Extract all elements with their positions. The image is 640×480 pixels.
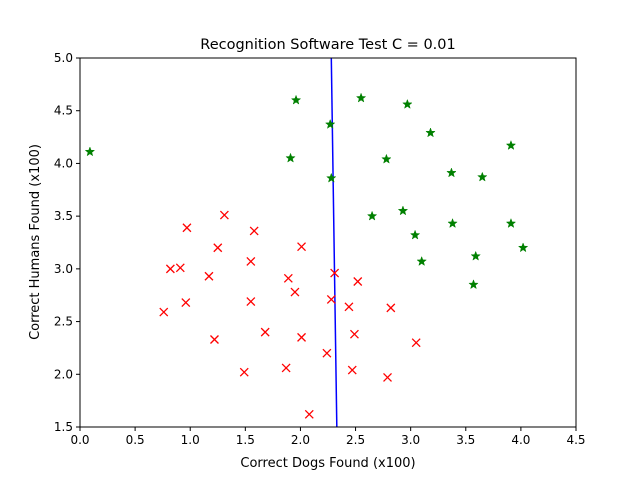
data-point-star-marker [505, 217, 517, 228]
data-point-star-marker [355, 92, 367, 103]
data-point-star-marker [470, 250, 481, 261]
data-point-star-marker [402, 98, 413, 109]
data-point-star-marker [366, 210, 378, 221]
x-tick-label: 0.5 [126, 433, 145, 447]
data-point-star-marker [468, 279, 479, 290]
x-axis: 0.0 0.5 1.0 1.5 2.0 2.5 3.0 3.5 4.0 4.5 [70, 427, 586, 447]
axes-frame [79, 57, 577, 428]
data-point-star-marker [285, 152, 296, 163]
data-point-star-marker [477, 171, 488, 182]
y-axis-label: Correct Humans Found (x100) [28, 144, 43, 340]
x-tick-label: 4.0 [511, 433, 530, 447]
data-point-star-marker [446, 167, 457, 178]
chart-title: Recognition Software Test C = 0.01 [200, 37, 455, 53]
data-point-x-marker [181, 298, 191, 308]
data-point-star-marker [409, 229, 421, 240]
y-tick-label: 4.5 [54, 104, 73, 118]
data-point-x-marker [204, 271, 214, 281]
x-tick-label: 3.5 [456, 433, 475, 447]
y-tick-label: 2.0 [54, 367, 73, 381]
x-axis-label: Correct Dogs Found (x100) [240, 456, 415, 471]
data-point-x-marker [411, 338, 421, 348]
data-point-star-marker [324, 118, 336, 129]
data-point-star-marker [447, 217, 458, 228]
data-point-x-marker [326, 294, 336, 304]
data-point-star-marker [416, 255, 427, 266]
data-point-x-marker [290, 287, 300, 297]
data-point-x-marker [246, 257, 256, 266]
y-tick-label: 5.0 [54, 51, 73, 65]
x-tick-label: 1.0 [181, 433, 200, 447]
decision-boundary-line [330, 57, 338, 428]
data-point-x-marker [330, 268, 340, 278]
data-point-x-marker [297, 332, 307, 342]
data-point-x-marker [383, 372, 392, 382]
data-point-x-marker [182, 223, 192, 233]
data-point-x-marker [246, 297, 256, 306]
data-point-star-marker [290, 94, 302, 105]
data-point-x-marker [219, 210, 229, 220]
data-point-x-marker [353, 277, 363, 286]
data-point-x-marker [386, 303, 396, 313]
data-point-x-marker [304, 409, 314, 419]
x-tick-label: 2.5 [346, 433, 365, 447]
y-tick-label: 1.5 [54, 420, 73, 434]
data-point-x-marker [344, 302, 354, 312]
data-point-x-marker [175, 263, 185, 273]
data-point-x-marker [297, 242, 307, 252]
data-point-x-marker [283, 273, 293, 283]
data-point-x-marker [210, 335, 219, 344]
data-point-x-marker [281, 363, 291, 373]
x-tick-label: 4.5 [566, 433, 585, 447]
y-tick-label: 3.0 [54, 262, 73, 276]
data-point-x-marker [249, 226, 259, 236]
y-tick-label: 2.5 [54, 315, 73, 329]
data-point-x-marker [239, 367, 249, 377]
data-point-star-marker [326, 172, 337, 183]
data-point-x-marker [213, 243, 223, 253]
data-point-x-marker [349, 329, 359, 339]
data-point-star-marker [397, 205, 409, 216]
data-point-star-marker [425, 127, 436, 138]
y-tick-label: 3.5 [54, 209, 73, 223]
x-tick-label: 3.0 [401, 433, 420, 447]
data-point-x-marker [159, 307, 169, 317]
data-point-star-marker [517, 242, 529, 253]
x-tick-label: 2.0 [291, 433, 310, 447]
y-axis: 1.5 2.0 2.5 3.0 3.5 4.0 4.5 5.0 [54, 51, 80, 434]
data-point-star-marker [505, 139, 517, 150]
x-tick-label: 1.5 [236, 433, 255, 447]
x-tick-label: 0.0 [70, 433, 89, 447]
data-point-x-marker [347, 365, 357, 375]
data-point-x-marker [322, 348, 332, 358]
data-point-x-marker [165, 264, 175, 274]
plot-area [84, 57, 529, 428]
data-point-star-marker [381, 153, 392, 164]
data-point-star-marker [84, 146, 96, 157]
y-tick-label: 4.0 [54, 156, 73, 170]
data-point-x-marker [260, 327, 270, 337]
